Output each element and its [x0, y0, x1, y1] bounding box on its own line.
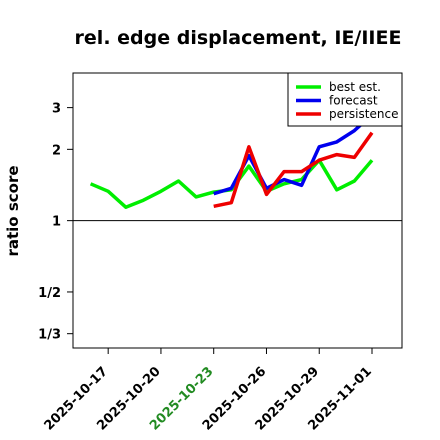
series-layer [89, 113, 374, 209]
series-line-3 [213, 131, 374, 209]
y-tick-label-3: 1 [52, 215, 61, 230]
y-tick-label-4: 1/2 [38, 286, 61, 301]
y-tick-label-2: 2 [52, 143, 61, 158]
y-axis-label: ratio score [4, 165, 22, 256]
chart-title: rel. edge displacement, IE/IIEE [75, 27, 402, 49]
legend-label-3: persistence [329, 107, 398, 121]
y-axis: 3 2 1 1/2 1/3 [38, 102, 73, 343]
plot-frame [72, 72, 403, 349]
y-tick-label-5: 1/3 [38, 328, 61, 343]
legend-label-1: best est. [329, 80, 381, 94]
legend-label-2: forecast [329, 94, 378, 108]
x-axis: 2025-10-172025-10-202025-10-232025-10-26… [42, 348, 375, 434]
y-tick-label-1: 3 [52, 102, 61, 117]
